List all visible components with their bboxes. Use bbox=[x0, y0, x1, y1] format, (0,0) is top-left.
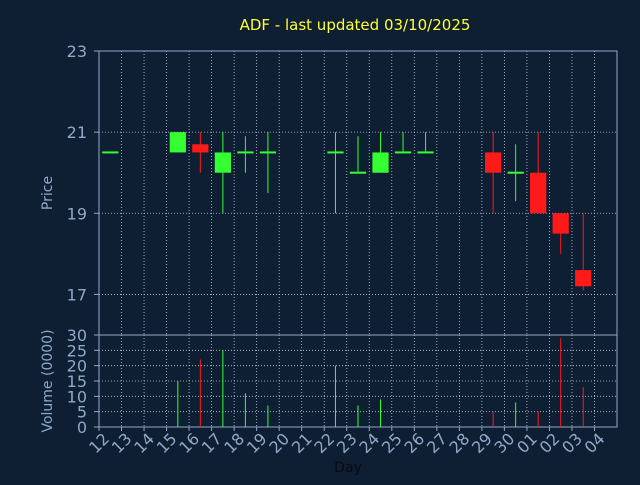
candle-body bbox=[485, 152, 502, 173]
x-tick-label: 04 bbox=[581, 429, 609, 457]
price-tick-label: 21 bbox=[67, 123, 87, 142]
x-axis-label: Day bbox=[334, 460, 362, 476]
candle-body bbox=[507, 171, 524, 174]
volume-tick-label: 20 bbox=[67, 357, 87, 376]
candle-body bbox=[372, 152, 389, 173]
candle-body bbox=[214, 152, 231, 173]
candle-body bbox=[552, 213, 569, 234]
candle-body bbox=[417, 151, 434, 154]
candle-body bbox=[327, 151, 344, 154]
candle-body bbox=[394, 151, 412, 154]
chart-title: ADF - last updated 03/10/2025 bbox=[240, 16, 471, 34]
volume-tick-label: 30 bbox=[67, 326, 87, 345]
candle-body bbox=[102, 151, 119, 154]
candle-body bbox=[575, 270, 592, 287]
candle-body bbox=[349, 171, 367, 174]
candle-body bbox=[530, 172, 547, 214]
volume-tick-label: 15 bbox=[67, 372, 87, 391]
candle-body bbox=[237, 151, 254, 154]
price-panel: 17 19 21 23 bbox=[67, 42, 618, 336]
volume-tick-label: 5 bbox=[77, 403, 87, 422]
price-tick-label: 19 bbox=[67, 204, 87, 223]
price-tick-label: 17 bbox=[67, 285, 87, 304]
candle-body bbox=[169, 132, 186, 153]
volume-tick-label: 25 bbox=[67, 341, 87, 360]
price-tick-label: 23 bbox=[67, 42, 87, 61]
candle-body bbox=[259, 151, 277, 154]
volume-tick-label: 0 bbox=[77, 418, 87, 437]
volume-axis-label: Volume (0000) bbox=[40, 329, 56, 432]
volume-tick-label: 10 bbox=[67, 387, 87, 406]
candle-body bbox=[192, 144, 209, 153]
x-tick-labels: 1213141516171819202122232425262728293001… bbox=[85, 427, 609, 457]
price-axis-label: Price bbox=[40, 176, 56, 210]
